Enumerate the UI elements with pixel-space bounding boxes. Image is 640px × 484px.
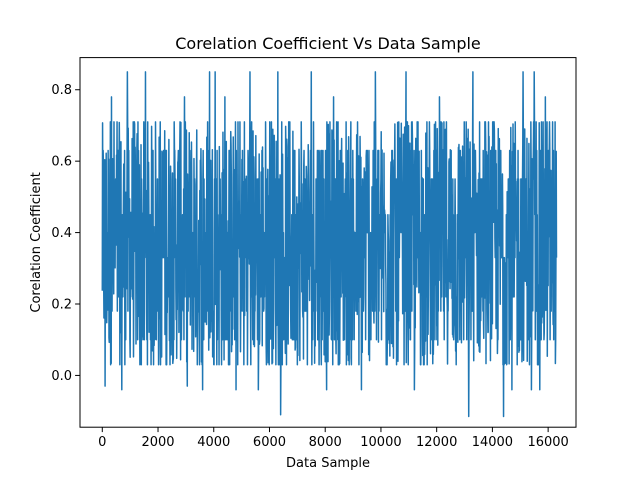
y-tick-label: 0.6 [51,155,72,170]
x-tick-label: 8000 [309,435,342,450]
x-tick-label: 0 [98,435,106,450]
x-tick-label: 4000 [197,435,230,450]
y-tick-label: 0.4 [51,226,72,241]
y-tick-label: 0.8 [51,83,72,98]
x-tick-label: 6000 [253,435,286,450]
y-tick-label: 0.0 [51,369,72,384]
x-axis-label: Data Sample [286,456,370,471]
x-tick-label: 2000 [141,435,174,450]
y-axis-label: Corelation Coefficient [29,172,44,312]
plot-area [101,71,558,418]
x-tick-label: 10000 [360,435,401,450]
axes-frame [79,57,577,428]
x-tick-label: 16000 [527,435,568,450]
x-tick-label: 12000 [416,435,457,450]
x-axis-ticks: 0 2000 4000 6000 8000 10000 12000 14000 16000 [98,427,569,450]
y-tick-label: 0.2 [51,298,72,313]
chart-title: Corelation Coefficient Vs Data Sample [175,34,481,53]
series-line [101,71,558,418]
y-axis-ticks: 0.0 0.2 0.4 0.6 0.8 [51,83,80,384]
x-tick-label: 14000 [472,435,513,450]
